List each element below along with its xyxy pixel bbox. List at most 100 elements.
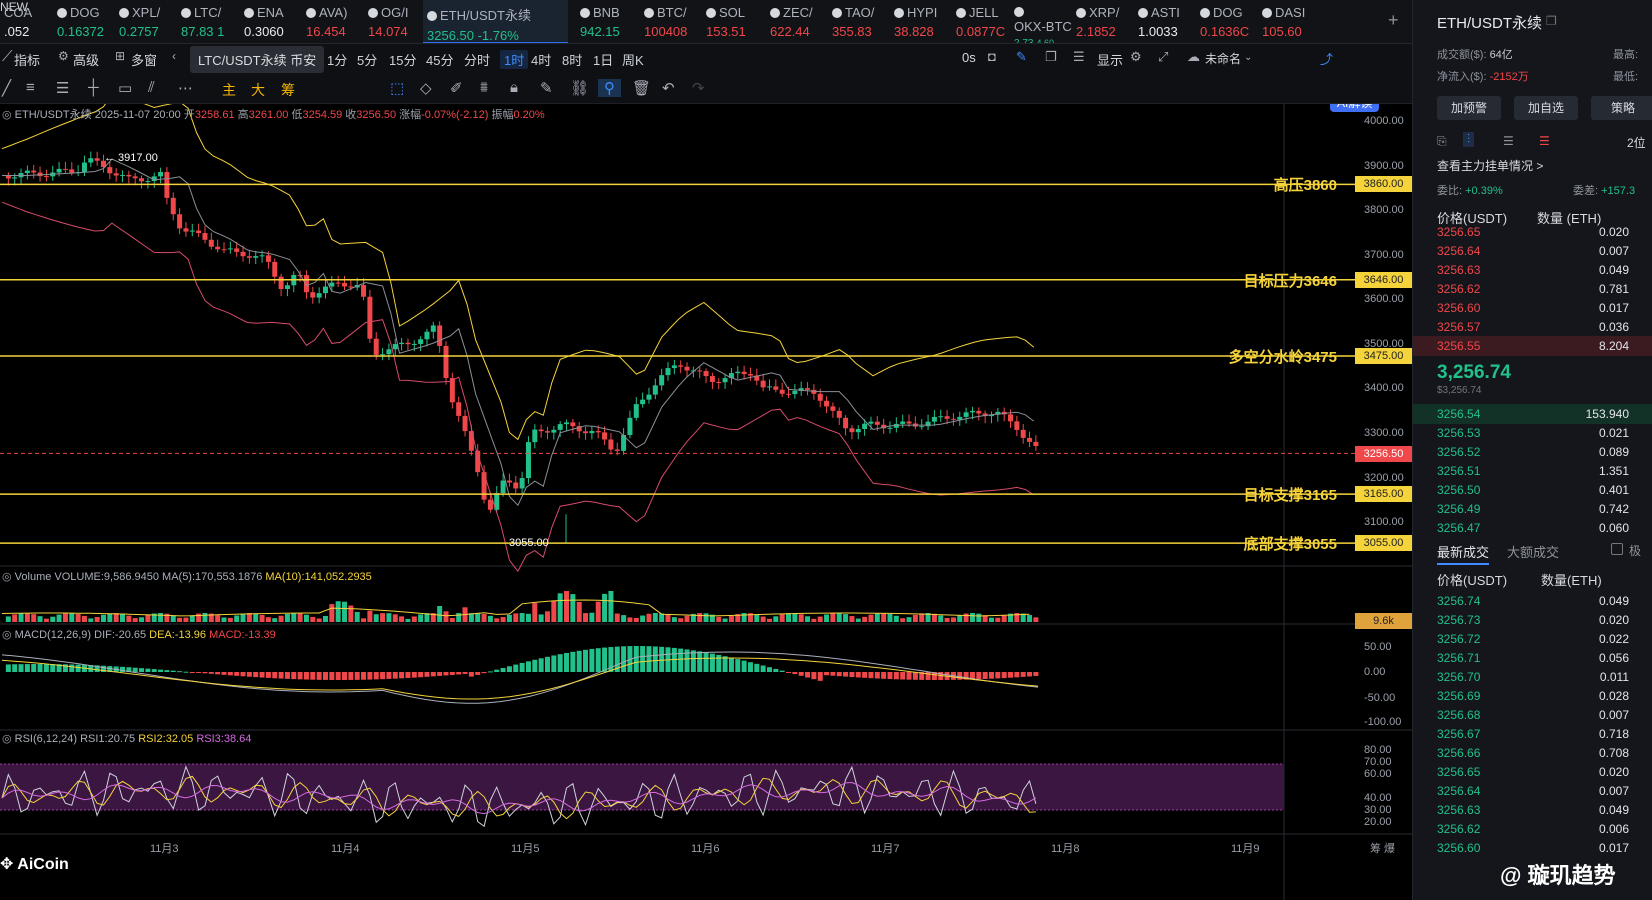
trade-row[interactable]: 3256.69 0.028 — [1413, 686, 1652, 706]
trade-row[interactable]: 3256.60 0.017 — [1413, 838, 1652, 858]
timeframe-option[interactable]: 周K — [622, 53, 644, 68]
timeframe-option[interactable]: 1时 — [500, 50, 529, 69]
main-orders-link[interactable]: 查看主力挂单情况 > — [1437, 159, 1544, 173]
bid-row[interactable]: 3256.53 0.021 — [1413, 423, 1652, 443]
main-force-toggle[interactable]: 主 — [222, 82, 236, 98]
trade-row[interactable]: 3256.64 0.007 — [1413, 781, 1652, 801]
orderbook-both-icon[interactable]: ⫶ — [1463, 132, 1475, 147]
horizontal-lines-icon[interactable]: ☰ — [56, 80, 70, 97]
ask-row[interactable]: 3256.60 0.017 — [1413, 298, 1652, 318]
select-icon[interactable]: ⬚ — [390, 80, 405, 97]
ticker-item[interactable]: DOG 0.16372 — [53, 0, 115, 43]
display-button[interactable]: 显示 — [1097, 53, 1124, 68]
orderbook-bids-icon[interactable]: ☰ — [1503, 134, 1514, 148]
timeframe-option[interactable]: 分时 — [464, 53, 491, 68]
redo-icon[interactable]: ↷ — [692, 80, 705, 97]
settings-icon[interactable]: ⚙ — [1130, 49, 1142, 64]
timeframe-option[interactable]: 4时 — [531, 53, 552, 68]
tag-icon[interactable]: ◇ — [420, 80, 432, 97]
list-icon[interactable]: ☰ — [1073, 49, 1085, 64]
rectangle-icon[interactable]: ▭ — [118, 80, 133, 97]
indicator-button[interactable]: 指标 — [14, 53, 41, 68]
ticker-item[interactable]: XRP/2.1852 — [1072, 0, 1134, 43]
ticker-item[interactable]: BNB 942.15 — [576, 0, 640, 43]
ticker-item[interactable]: XPL/0.2757 — [115, 0, 177, 43]
timeframe-option[interactable]: 45分 — [426, 53, 454, 68]
measure-icon[interactable]: ⩩ — [480, 79, 489, 96]
trades-col-qty[interactable]: 数量(ETH) — [1541, 573, 1602, 588]
cross-line-icon[interactable]: ┼ — [88, 79, 99, 96]
depth-precision-select[interactable]: 2位 — [1627, 136, 1646, 150]
timeframe-option[interactable]: 8时 — [562, 53, 583, 68]
edit-icon[interactable]: ✎ — [540, 80, 553, 97]
pen-icon[interactable]: ✎ — [1016, 49, 1027, 64]
ticker-item[interactable]: BTC/100408 — [640, 0, 702, 43]
strategy-button[interactable]: 策略 — [1591, 96, 1652, 120]
ticker-item[interactable]: OG/I 14.074 — [364, 0, 423, 43]
timeframe-option[interactable]: 5分 — [357, 53, 378, 68]
ticker-item[interactable]: TAO/355.83 — [828, 0, 890, 43]
chart-canvas[interactable] — [0, 104, 1412, 900]
bid-row[interactable]: 3256.52 0.089 — [1413, 442, 1652, 462]
trade-row[interactable]: 3256.62 0.006 — [1413, 819, 1652, 839]
chevron-left-icon[interactable]: ‹ — [172, 49, 176, 63]
trade-row[interactable]: 3256.74 0.049 — [1413, 591, 1652, 611]
ask-row[interactable]: 3256.62 0.781 — [1413, 279, 1652, 299]
copy-title-icon[interactable]: ❐ — [1546, 14, 1557, 28]
trade-row[interactable]: 3256.66 0.708 — [1413, 743, 1652, 763]
timeframe-option[interactable]: 1分 — [327, 53, 348, 68]
ask-row[interactable]: 3256.57 0.036 — [1413, 317, 1652, 337]
orderbook-asks-icon[interactable]: ☰ — [1539, 134, 1550, 148]
multi-window-button[interactable]: 多窗 — [131, 53, 158, 68]
add-ticker-icon[interactable]: + — [1388, 10, 1399, 30]
big-order-toggle[interactable]: 大 — [251, 82, 265, 98]
advanced-button[interactable]: 高级 — [73, 53, 100, 68]
undo-icon[interactable]: ↶ — [662, 80, 675, 97]
share-icon[interactable]: ⤴ — [1320, 52, 1334, 67]
magnet-icon[interactable]: ⚲ — [598, 79, 621, 97]
ticker-item[interactable]: SOL 153.51 — [702, 0, 766, 43]
ticker-item[interactable]: JELL 0.0877C — [952, 0, 1010, 43]
trash-icon[interactable]: 🗑︎ — [632, 80, 652, 97]
brush-icon[interactable]: ✐ — [450, 80, 463, 97]
ticker-item[interactable]: DOG 0.1636C — [1196, 0, 1258, 43]
chip-toggle[interactable]: 筹 — [281, 82, 295, 98]
ticker-item[interactable]: ENA 0.3060 — [240, 0, 302, 43]
trade-row[interactable]: 3256.65 0.020 — [1413, 762, 1652, 782]
layout-name-dropdown[interactable]: 未命名 — [1205, 52, 1242, 66]
trade-row[interactable]: 3256.70 0.011 — [1413, 667, 1652, 687]
ask-row[interactable]: 3256.63 0.049 — [1413, 260, 1652, 280]
ticker-item[interactable]: LTC/87.83 1 — [177, 0, 240, 43]
extreme-checkbox[interactable] — [1611, 543, 1623, 555]
fullscreen-icon[interactable]: ⤢ — [1158, 49, 1169, 64]
more-icon[interactable]: ⋯ — [178, 80, 193, 97]
ask-row[interactable]: 3256.55 8.204 — [1413, 336, 1652, 356]
bid-row[interactable]: 3256.47 0.060 — [1413, 518, 1652, 538]
ticker-item[interactable]: ZEC/622.44 — [766, 0, 828, 43]
trade-row[interactable]: 3256.63 0.049 — [1413, 800, 1652, 820]
bid-row[interactable]: 3256.49 0.742 — [1413, 499, 1652, 519]
ticker-item[interactable]: ETH/USDT永续 3256.50 -1.76% — [423, 0, 568, 43]
timeframe-option[interactable]: 1日 — [593, 53, 614, 68]
trade-row[interactable]: 3256.72 0.022 — [1413, 629, 1652, 649]
bid-row[interactable]: 3256.50 0.401 — [1413, 480, 1652, 500]
col-qty-header[interactable]: 数量 (ETH) — [1537, 211, 1602, 226]
timeframe-option[interactable]: 15分 — [389, 53, 417, 68]
trade-row[interactable]: 3256.73 0.020 — [1413, 610, 1652, 630]
bid-row[interactable]: 3256.54 153.940 — [1413, 404, 1652, 424]
parallel-tool-icon[interactable]: ≡ — [26, 79, 35, 96]
ask-row[interactable]: 3256.64 0.007 — [1413, 241, 1652, 261]
trade-row[interactable]: 3256.71 0.056 — [1413, 648, 1652, 668]
ask-row[interactable]: 3256.65 0.020 — [1413, 222, 1652, 242]
fib-icon[interactable]: ⫽ — [148, 79, 155, 96]
tab-big-trades[interactable]: 大额成交 — [1507, 545, 1560, 560]
ticker-item[interactable]: HYPI 38.828 — [890, 0, 952, 43]
add-favorite-button[interactable]: 加自选 — [1514, 96, 1578, 120]
chart-area[interactable]: ◎ ETH/USDT永续 2025-11-07 20:00 开3258.61 高… — [0, 104, 1412, 900]
link-icon[interactable]: ⛓ — [570, 80, 590, 97]
trade-row[interactable]: 3256.68 0.007 — [1413, 705, 1652, 725]
bid-row[interactable]: 3256.51 1.351 — [1413, 461, 1652, 481]
tab-latest-trades[interactable]: 最新成交 — [1437, 542, 1490, 565]
trade-row[interactable]: 3256.67 0.718 — [1413, 724, 1652, 744]
camera-icon[interactable]: ◘ — [988, 49, 996, 64]
